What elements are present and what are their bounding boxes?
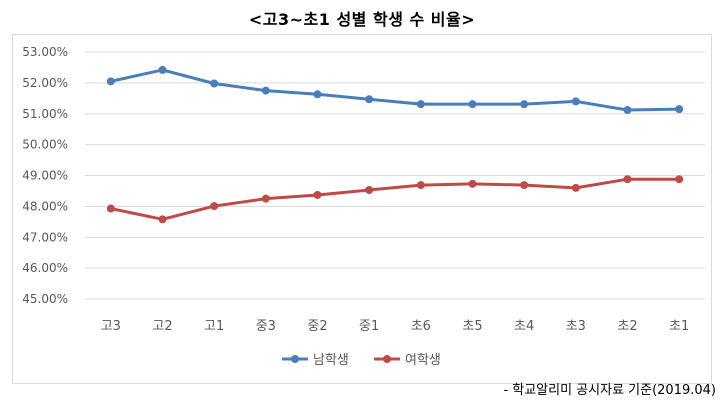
data-point: [210, 202, 219, 211]
data-point: [158, 215, 167, 224]
data-point: [261, 194, 270, 203]
x-tick-label: 중2: [307, 319, 327, 334]
data-point: [675, 175, 684, 184]
data-point: [313, 190, 322, 199]
data-point: [313, 90, 322, 99]
data-point: [106, 77, 115, 86]
legend-marker: [383, 355, 391, 363]
y-tick-label: 51.00%: [22, 107, 68, 121]
data-point: [571, 97, 580, 106]
x-tick-label: 초3: [566, 319, 586, 334]
legend-label: 남학생: [313, 353, 349, 368]
data-point: [416, 181, 425, 190]
y-tick-label: 45.00%: [22, 292, 68, 306]
data-point: [416, 100, 425, 109]
data-point: [365, 95, 374, 104]
y-tick-label: 47.00%: [22, 230, 68, 244]
series-lines: [106, 65, 684, 224]
x-tick-label: 중1: [359, 319, 379, 334]
source-note: - 학교알리미 공시자료 기준(2019.04): [503, 383, 716, 398]
y-tick-label: 49.00%: [22, 169, 68, 183]
data-point: [468, 100, 477, 109]
x-tick-label: 초4: [514, 319, 534, 334]
x-tick-label: 고2: [152, 319, 172, 334]
data-point: [571, 183, 580, 192]
legend: 남학생 여학생: [282, 353, 441, 368]
legend-marker: [291, 355, 299, 363]
gridlines: [85, 51, 705, 300]
x-tick-label: 초6: [411, 319, 431, 334]
x-tick-label: 중3: [256, 319, 276, 334]
y-tick-label: 48.00%: [22, 199, 68, 213]
data-point: [210, 79, 219, 88]
data-point: [675, 105, 684, 114]
x-tick-label: 고3: [101, 319, 121, 334]
legend-label: 여학생: [405, 353, 441, 368]
x-axis-ticks: 고3 고2 고1 중3 중2 중1 초6 초5 초4 초3 초2 초1: [101, 319, 690, 334]
data-point: [365, 186, 374, 195]
series-line-2: [109, 177, 681, 221]
y-axis-ticks: 45.00% 46.00% 47.00% 48.00% 49.00% 50.00% 51.0…: [22, 45, 68, 306]
data-point: [158, 65, 167, 74]
y-tick-label: 53.00%: [22, 45, 68, 59]
data-point: [623, 106, 632, 115]
y-tick-label: 46.00%: [22, 261, 68, 275]
x-tick-label: 초2: [617, 319, 637, 334]
y-tick-label: 52.00%: [22, 76, 68, 90]
data-point: [623, 175, 632, 184]
series-line-1: [109, 68, 681, 112]
y-tick-label: 50.00%: [22, 138, 68, 152]
data-point: [520, 100, 529, 109]
data-point: [468, 179, 477, 188]
chart-title: <고3~초1 성별 학생 수 비율>: [248, 10, 476, 29]
chart-frame: [12, 34, 712, 384]
data-point: [106, 204, 115, 213]
data-point: [520, 181, 529, 190]
x-tick-label: 초1: [669, 319, 689, 334]
data-point: [261, 86, 270, 95]
x-tick-label: 고1: [204, 319, 224, 334]
x-tick-label: 초5: [462, 319, 482, 334]
